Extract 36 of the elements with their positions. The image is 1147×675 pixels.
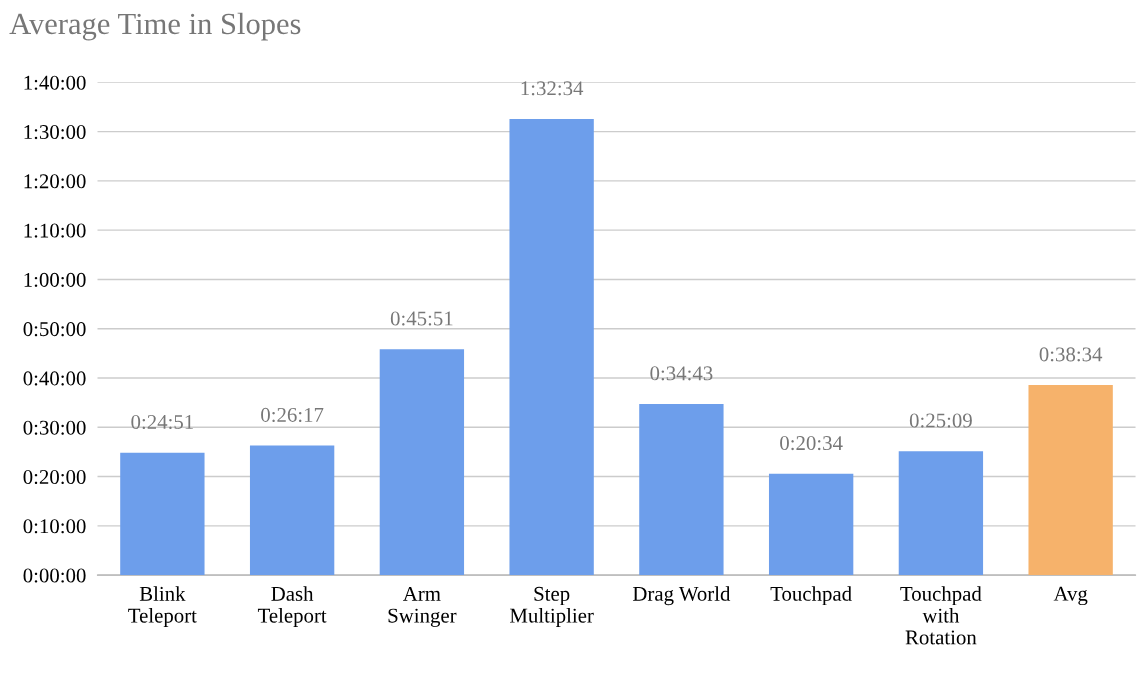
data-label: 0:20:34 xyxy=(780,436,843,451)
data-label: 0:34:43 xyxy=(650,366,713,381)
chart-title: Average Time in Slopes xyxy=(9,12,301,41)
bar xyxy=(768,473,854,576)
x-tick-label: Drag World xyxy=(632,586,731,606)
y-tick-label: 0:50:00 xyxy=(23,322,86,337)
y-tick-label: 0:20:00 xyxy=(23,469,86,485)
x-tick-label: Blink Teleport xyxy=(128,586,197,627)
data-label: 0:24:51 xyxy=(131,414,193,430)
bar xyxy=(249,445,335,576)
bar xyxy=(379,349,465,576)
y-tick-label: 0:00:00 xyxy=(23,568,86,583)
y-tick-label: 0:30:00 xyxy=(23,420,86,435)
y-tick-label: 1:10:00 xyxy=(24,223,86,238)
bar xyxy=(639,404,724,576)
x-tick-label: Avg xyxy=(1053,586,1088,606)
y-tick-label: 0:10:00 xyxy=(23,519,86,534)
data-label: 0:38:34 xyxy=(1039,347,1103,362)
data-label: 0:26:17 xyxy=(261,407,324,422)
y-tick-label: 1:20:00 xyxy=(24,174,86,189)
y-tick-label: 1:00:00 xyxy=(24,272,86,287)
data-label: 1:32:34 xyxy=(521,81,584,96)
x-tick-label: Arm Swinger xyxy=(388,586,457,627)
data-label: 0:45:51 xyxy=(390,311,453,326)
data-label: 0:25:09 xyxy=(909,413,972,428)
y-tick-label: 0:40:00 xyxy=(23,371,86,386)
bar xyxy=(898,451,984,576)
bar xyxy=(120,452,205,576)
y-tick-label: 1:30:00 xyxy=(24,125,86,140)
x-tick-label: Dash Teleport xyxy=(257,586,327,627)
y-tick-label: 1:40:00 xyxy=(24,75,86,90)
x-tick-label: Touchpad with Rotation xyxy=(900,586,982,645)
x-tick-label: Touchpad xyxy=(770,586,852,606)
x-tick-label: Step Multiplier xyxy=(509,586,594,627)
bar xyxy=(509,118,594,576)
bar xyxy=(1028,385,1113,576)
